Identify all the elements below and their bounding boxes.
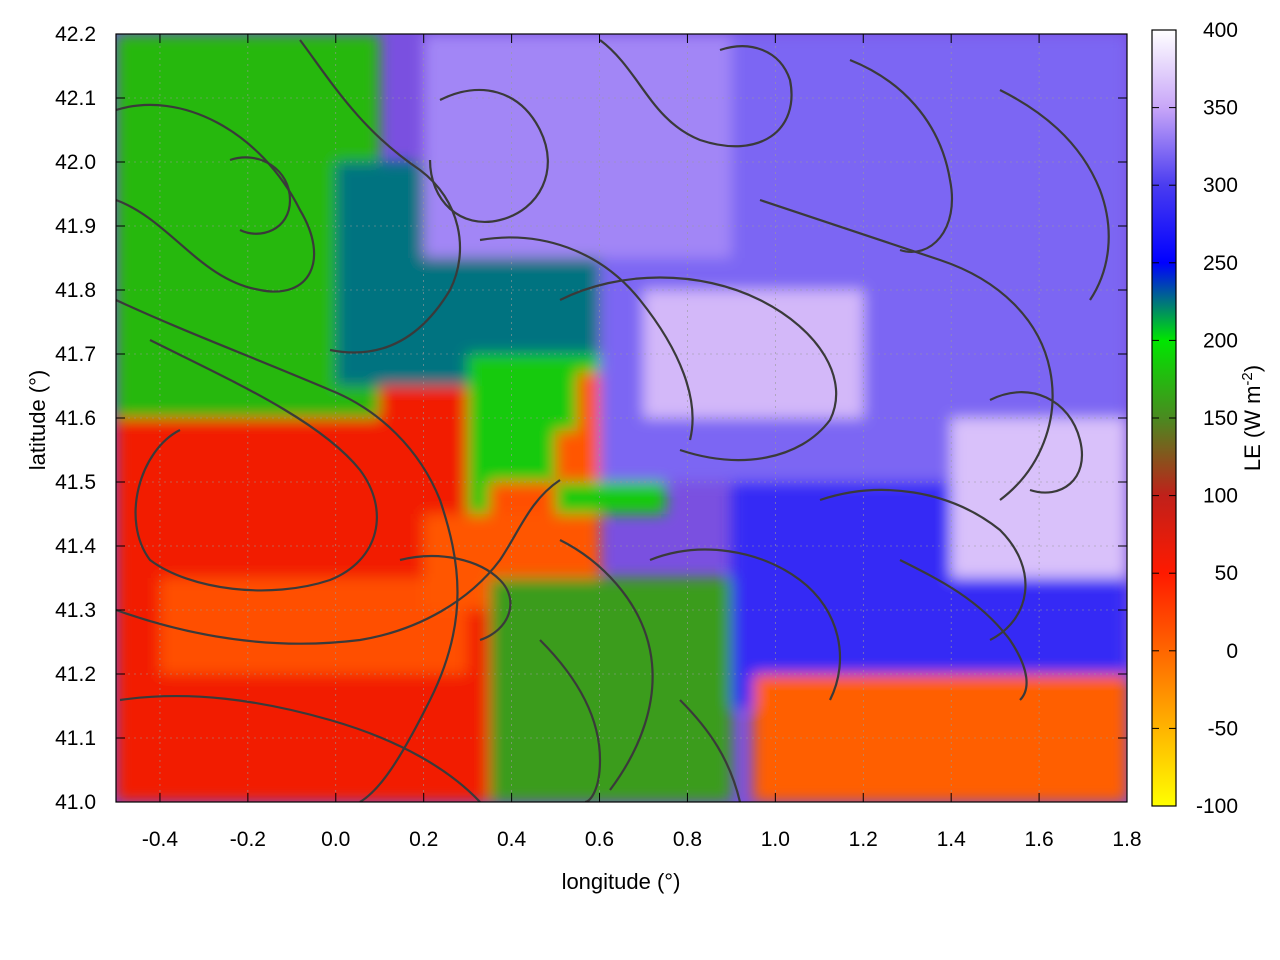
le-field-region <box>159 578 468 674</box>
colorbar-tick-label: 50 <box>1215 562 1238 585</box>
contour-line <box>229 156 292 235</box>
elevation-contours <box>116 39 1110 802</box>
x-tick-label: 1.2 <box>849 828 878 851</box>
colorbar-tick-label: 400 <box>1203 19 1238 42</box>
colorbar: 400 350 300 250 200 150 100 50 0 -50 -100 <box>1151 19 1238 818</box>
colorbar-title-exponent: -2 <box>1239 372 1256 385</box>
y-axis: 41.0 41.1 41.2 41.3 41.4 41.5 41.6 41.7 41.8 41.9… <box>55 23 1127 814</box>
contour-line <box>989 391 1083 494</box>
x-axis: -0.4 -0.2 0.0 0.2 0.4 0.6 0.8 1.0 1.2 1.4 1.6 1.8 <box>142 34 1142 851</box>
colorbar-tick-label: -100 <box>1196 795 1238 818</box>
y-tick-label: 41.5 <box>55 471 96 494</box>
colorbar-tick-label: 0 <box>1226 640 1238 663</box>
y-tick-label: 41.6 <box>55 407 96 430</box>
x-tick-label: 1.4 <box>937 828 967 851</box>
contour-line <box>134 339 378 592</box>
y-tick-label: 42.0 <box>55 151 96 174</box>
le-field-region <box>489 578 732 802</box>
x-axis-title: longitude (°) <box>562 869 681 894</box>
plot-area: -0.4 -0.2 0.0 0.2 0.4 0.6 0.8 1.0 1.2 1.4 1.6 1.8 4… <box>55 23 1141 851</box>
contour-line <box>116 299 459 802</box>
contour-line <box>428 88 549 223</box>
colorbar-tick-label: 150 <box>1203 407 1238 430</box>
contour-line <box>119 694 481 802</box>
x-tick-label: 1.6 <box>1024 828 1053 851</box>
y-tick-label: 42.2 <box>55 23 96 46</box>
x-tick-label: 1.0 <box>761 828 790 851</box>
colorbar-title-close: ) <box>1240 365 1265 372</box>
x-tick-label: 0.6 <box>585 828 614 851</box>
contour-line <box>849 58 953 253</box>
x-tick-label: -0.2 <box>230 828 266 851</box>
colorbar-tick-label: 250 <box>1203 252 1238 275</box>
contour-line <box>649 548 842 701</box>
x-tick-label: 0.2 <box>409 828 438 851</box>
contour-line <box>559 276 838 462</box>
y-tick-label: 41.9 <box>55 215 96 238</box>
colorbar-title-main: LE (W m <box>1240 386 1265 472</box>
y-axis-title: latitude (°) <box>25 370 50 471</box>
x-tick-label: 0.0 <box>321 828 350 851</box>
contour-line <box>759 198 1054 501</box>
colorbar-title: LE (W m-2) <box>1239 365 1265 471</box>
contour-line <box>479 236 694 441</box>
contour-line <box>999 89 1110 301</box>
y-tick-label: 41.1 <box>55 727 96 750</box>
contour-line <box>819 488 1027 641</box>
y-tick-label: 42.1 <box>55 87 96 110</box>
contour-line <box>899 559 1028 701</box>
colorbar-ticks: 400 350 300 250 200 150 100 50 0 -50 -100 <box>1152 19 1238 818</box>
contour-line <box>559 539 654 791</box>
contour-line <box>116 103 316 293</box>
x-tick-label: 0.4 <box>497 828 527 851</box>
le-field-region <box>423 34 732 258</box>
y-tick-label: 41.2 <box>55 663 96 686</box>
y-tick-label: 41.3 <box>55 599 96 622</box>
contour-line <box>599 39 793 148</box>
contour-line <box>679 699 742 802</box>
x-tick-label: 0.8 <box>673 828 702 851</box>
contour-line <box>399 554 512 642</box>
y-tick-label: 41.0 <box>55 791 96 814</box>
contour-line <box>116 479 561 645</box>
y-tick-label: 41.7 <box>55 343 96 366</box>
contour-line <box>539 639 602 802</box>
colorbar-tick-label: 200 <box>1203 329 1238 352</box>
contour-line <box>299 39 462 354</box>
colorbar-tick-label: 350 <box>1203 97 1238 120</box>
y-tick-label: 41.8 <box>55 279 96 302</box>
x-tick-label: -0.4 <box>142 828 179 851</box>
x-tick-label: 1.8 <box>1112 828 1141 851</box>
colorbar-tick-label: -50 <box>1208 717 1238 740</box>
le-field-region <box>555 430 600 482</box>
y-tick-label: 41.4 <box>55 535 96 558</box>
colorbar-tick-label: 100 <box>1203 485 1238 508</box>
colorbar-tick-label: 300 <box>1203 174 1238 197</box>
